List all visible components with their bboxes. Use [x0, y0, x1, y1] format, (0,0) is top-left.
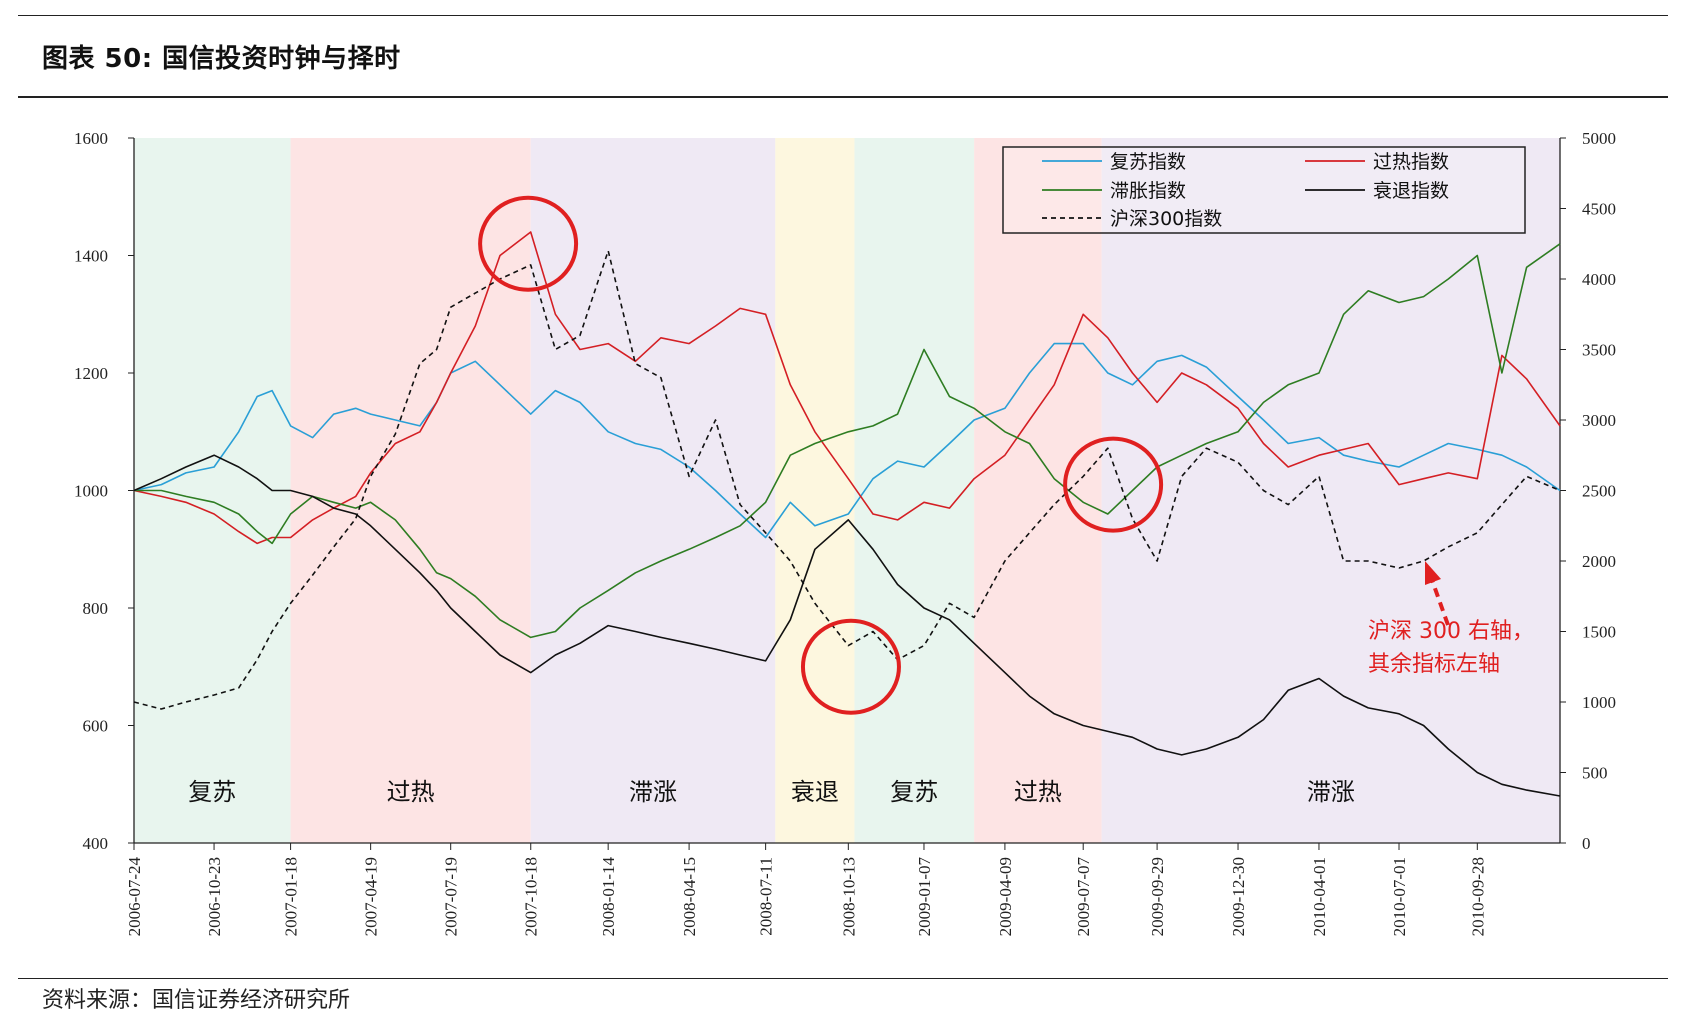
x-tick-label: 2010-04-01 [1310, 857, 1329, 936]
right-tick-label: 1000 [1582, 693, 1616, 712]
x-tick-label: 2009-07-07 [1074, 857, 1093, 937]
phase-band [530, 138, 776, 843]
x-tick-label: 2009-04-09 [996, 857, 1015, 936]
x-tick-label: 2006-10-23 [205, 857, 224, 936]
legend-label: 过热指数 [1373, 151, 1449, 173]
right-tick-label: 4000 [1582, 270, 1616, 289]
x-tick-label: 2010-09-28 [1468, 857, 1487, 936]
series-line [133, 231, 1561, 545]
highlight-circle [800, 618, 901, 715]
phase-band [775, 138, 855, 843]
x-tick-label: 2008-07-11 [757, 857, 776, 936]
left-tick-label: 600 [83, 717, 109, 736]
right-tick-label: 3000 [1582, 411, 1616, 430]
phase-band [1101, 138, 1560, 843]
phase-label: 衰退 [791, 778, 839, 806]
right-tick-label: 2500 [1582, 482, 1616, 501]
highlight-circle [1063, 436, 1164, 533]
right-tick-label: 3500 [1582, 341, 1616, 360]
legend-label: 滞胀指数 [1110, 180, 1186, 202]
right-tick-label: 2000 [1582, 552, 1616, 571]
x-tick-label: 2007-10-18 [522, 857, 541, 936]
legend-label: 复苏指数 [1110, 151, 1186, 173]
series-line [133, 250, 1561, 710]
x-tick-label: 2009-01-07 [915, 857, 934, 937]
annotation-text: 沪深 300 右轴， [1368, 619, 1534, 644]
legend-label: 衰退指数 [1373, 180, 1449, 202]
highlight-circles [478, 195, 1164, 715]
left-tick-label: 1200 [74, 364, 108, 383]
phase-band [290, 138, 531, 843]
x-tick-label: 2008-04-15 [680, 857, 699, 936]
x-tick-label: 2007-04-19 [362, 857, 381, 936]
x-tick-label: 2006-07-24 [125, 857, 144, 937]
phase-label: 滞涨 [1307, 778, 1355, 806]
right-tick-label: 5000 [1582, 129, 1616, 148]
phase-band [854, 138, 975, 843]
legend-label: 沪深300指数 [1110, 208, 1222, 230]
annotation-arrow [1430, 579, 1450, 626]
left-tick-label: 400 [83, 834, 109, 853]
series-line [134, 243, 1561, 639]
x-tick-label: 2008-01-14 [599, 857, 618, 937]
x-tick-label: 2009-12-30 [1229, 857, 1248, 936]
right-tick-label: 1500 [1582, 623, 1616, 642]
left-tick-label: 1000 [74, 482, 108, 501]
right-tick-label: 500 [1582, 764, 1608, 783]
top-rule [18, 15, 1668, 16]
annotation: 沪深 300 右轴， 其余指标左轴 [1368, 561, 1534, 677]
annotation-arrowhead [1425, 561, 1441, 585]
x-tick-label: 2009-09-29 [1148, 857, 1167, 936]
phase-label: 复苏 [188, 778, 236, 806]
left-tick-label: 800 [83, 599, 109, 618]
series-line [133, 454, 1561, 797]
highlight-circle [478, 195, 579, 292]
source-note: 资料来源：国信证券经济研究所 [42, 988, 351, 1013]
right-tick-label: 4500 [1582, 200, 1616, 219]
phase-label: 滞涨 [629, 778, 677, 806]
series-lines [133, 231, 1561, 797]
x-tick-label: 2008-10-13 [839, 857, 858, 936]
x-tick-label: 2007-01-18 [282, 857, 301, 936]
axes: 400 600 800 1000 1200 1400 1600 0 500 1000 1500 200… [74, 129, 1616, 936]
chart: 复苏 过热 滞涨 衰退 复苏 过热 滞涨 400 600 800 1000 1200 1400 1600… [74, 129, 1616, 936]
title-rule [18, 96, 1668, 98]
x-tick-label: 2010-07-01 [1390, 857, 1409, 936]
left-tick-label: 1600 [74, 129, 108, 148]
left-tick-label: 1400 [74, 247, 108, 266]
right-tick-label: 0 [1582, 834, 1591, 853]
figure-title: 图表 50: 国信投资时钟与择时 [42, 44, 401, 74]
x-tick-label: 2007-07-19 [442, 857, 461, 936]
phase-band [974, 138, 1102, 843]
phase-label: 过热 [1014, 778, 1062, 806]
phase-bands: 复苏 过热 滞涨 衰退 复苏 过热 滞涨 [134, 138, 1560, 843]
annotation-text: 其余指标左轴 [1368, 652, 1500, 677]
series-line [133, 342, 1561, 539]
bottom-rule [18, 978, 1668, 979]
phase-label: 过热 [387, 778, 435, 806]
phase-label: 复苏 [890, 778, 938, 806]
